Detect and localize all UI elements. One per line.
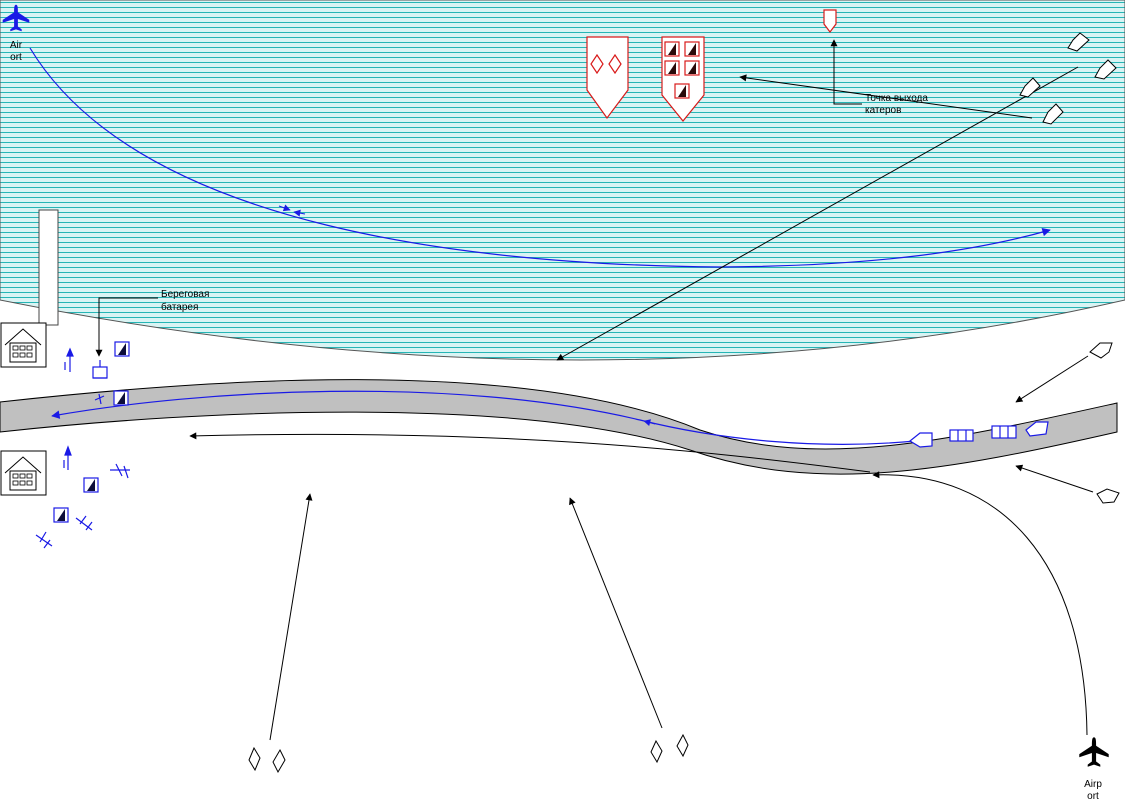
sea-area [0, 0, 1125, 361]
coastal-battery-icon [92, 360, 108, 379]
coastal-battery-label-line1: Береговая [161, 289, 209, 300]
enemy-route-road [189, 432, 871, 473]
airport-top-label-line1: Air [10, 40, 23, 51]
attack-arrow-sea [556, 66, 1079, 361]
airport-top-label-line2: ort [10, 52, 22, 63]
airport-bottom-label-line1: Airp [1084, 779, 1102, 790]
friendly-markers [35, 347, 130, 549]
ship-icon [823, 9, 837, 33]
friendly-route-sea [29, 47, 1051, 268]
attack-arrow-land-1 [269, 493, 313, 741]
friendly-route-road [51, 390, 916, 445]
boat-icon [248, 733, 689, 774]
air-attack-arrow [872, 471, 1088, 736]
attack-arrow-boat-2 [1015, 464, 1094, 493]
route-direction-arrow-1 [278, 204, 291, 212]
coastal-battery-label-line2: батарея [161, 301, 198, 313]
route-direction-arrow-2 [293, 209, 306, 217]
boat-exit-label-line1: Точка выхода [865, 93, 928, 104]
coastal-battery-leader [95, 297, 158, 357]
house-icon [0, 450, 47, 496]
warship-icon [661, 36, 705, 122]
attack-arrow-boat-1 [1015, 355, 1089, 403]
pier [38, 209, 59, 326]
boat-exit-leader [830, 39, 862, 105]
warship-icon [586, 36, 629, 120]
boat-icon [1089, 342, 1120, 504]
route-direction-arrow-3 [643, 419, 656, 427]
attack-arrow-land-2 [569, 497, 663, 729]
coastal-road [0, 379, 1118, 475]
boat-icon [1019, 32, 1117, 125]
airplane-icon [1079, 737, 1109, 767]
airport-bottom-label-line2: ort [1087, 791, 1099, 802]
friendly-convoy [908, 421, 1049, 448]
house-icon [0, 322, 47, 368]
airport-top: Air ort [2, 4, 30, 63]
arrow-to-warships [739, 74, 1033, 119]
boat-exit-label-line2: катеров [865, 105, 901, 116]
airport-bottom: Airp ort [1079, 737, 1109, 802]
